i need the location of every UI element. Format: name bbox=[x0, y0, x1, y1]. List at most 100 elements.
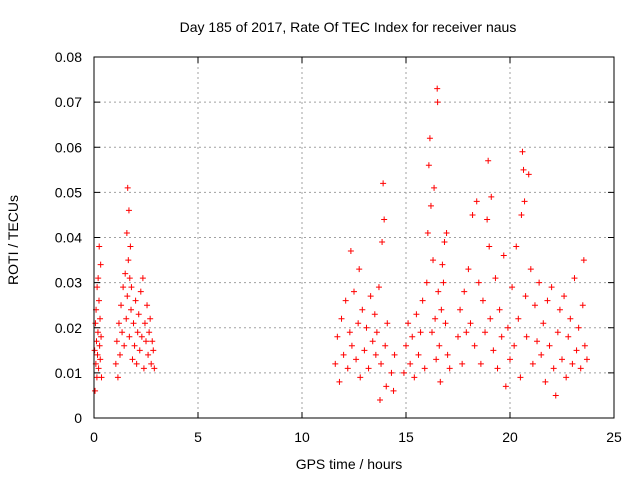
data-point bbox=[355, 320, 362, 327]
data-point bbox=[482, 329, 489, 336]
data-point bbox=[129, 356, 136, 363]
data-point bbox=[573, 347, 580, 354]
data-point bbox=[498, 333, 505, 340]
data-point bbox=[583, 356, 590, 363]
data-point bbox=[380, 180, 387, 187]
data-point bbox=[336, 378, 343, 385]
data-point bbox=[403, 342, 409, 349]
data-point bbox=[346, 329, 353, 336]
data-point bbox=[425, 162, 432, 169]
data-point bbox=[131, 342, 138, 349]
data-point bbox=[563, 374, 570, 381]
data-point bbox=[151, 365, 158, 372]
data-point bbox=[538, 351, 545, 358]
data-point bbox=[147, 315, 154, 322]
data-point bbox=[432, 315, 439, 322]
x-tick-label: 15 bbox=[398, 429, 414, 445]
data-point bbox=[140, 365, 147, 372]
data-point bbox=[567, 315, 574, 322]
data-point bbox=[559, 356, 565, 363]
data-point bbox=[117, 351, 123, 358]
data-point bbox=[123, 229, 130, 236]
data-point bbox=[494, 365, 501, 372]
data-point bbox=[119, 329, 126, 336]
data-point bbox=[500, 252, 507, 259]
data-point bbox=[96, 243, 103, 250]
x-tick-label: 5 bbox=[194, 429, 202, 445]
data-point bbox=[518, 211, 525, 218]
data-point bbox=[436, 342, 443, 349]
data-point bbox=[127, 243, 134, 250]
data-point bbox=[522, 293, 529, 300]
data-point bbox=[426, 135, 433, 142]
data-point bbox=[527, 266, 534, 273]
data-point bbox=[123, 315, 130, 322]
data-point bbox=[471, 342, 478, 349]
data-point bbox=[554, 329, 561, 336]
data-point bbox=[95, 365, 102, 372]
data-point bbox=[433, 356, 440, 363]
data-point bbox=[423, 279, 430, 286]
data-point bbox=[371, 311, 378, 318]
x-tick-label: 10 bbox=[294, 429, 310, 445]
data-point bbox=[463, 329, 470, 336]
data-point bbox=[128, 306, 135, 313]
data-point bbox=[431, 184, 438, 191]
data-point bbox=[388, 369, 395, 376]
data-point bbox=[461, 288, 468, 295]
data-point bbox=[347, 248, 354, 255]
data-point bbox=[439, 261, 446, 268]
data-point bbox=[477, 360, 484, 367]
x-axis: 0 5 10 15 20 25 bbox=[90, 57, 622, 445]
data-point bbox=[434, 85, 441, 92]
data-point bbox=[135, 311, 142, 318]
data-point bbox=[97, 356, 104, 363]
data-point bbox=[523, 333, 530, 340]
data-point bbox=[353, 356, 360, 363]
x-tick-label: 20 bbox=[502, 429, 518, 445]
data-point bbox=[473, 198, 480, 205]
y-tick-label: 0.04 bbox=[55, 230, 82, 246]
data-point bbox=[121, 342, 128, 349]
data-point bbox=[424, 229, 431, 236]
data-point bbox=[134, 329, 141, 336]
data-point bbox=[519, 148, 526, 155]
data-point bbox=[379, 239, 386, 246]
data-point bbox=[465, 266, 472, 273]
data-point bbox=[427, 202, 434, 209]
data-point bbox=[94, 351, 101, 358]
data-point bbox=[363, 324, 370, 331]
x-axis-label: GPS time / hours bbox=[296, 456, 403, 472]
data-point bbox=[417, 329, 424, 336]
data-point bbox=[444, 351, 451, 358]
data-point bbox=[359, 306, 366, 313]
data-point bbox=[400, 369, 407, 376]
data-point bbox=[98, 333, 105, 340]
data-point bbox=[148, 360, 155, 367]
data-point bbox=[484, 216, 491, 223]
data-point bbox=[442, 320, 449, 327]
data-point bbox=[542, 378, 549, 385]
data-point bbox=[581, 342, 588, 349]
data-point bbox=[525, 171, 532, 178]
data-point bbox=[375, 284, 382, 291]
data-point bbox=[125, 207, 132, 214]
data-point bbox=[536, 279, 543, 286]
data-point bbox=[552, 392, 559, 399]
data-point bbox=[132, 297, 139, 304]
data-point bbox=[92, 320, 99, 327]
data-point bbox=[571, 275, 578, 282]
y-axis: 0 0.01 0.02 0.03 0.04 0.05 0.06 0.07 0.08 bbox=[55, 49, 614, 426]
data-point bbox=[434, 99, 441, 106]
y-tick-label: 0.06 bbox=[55, 139, 82, 155]
data-point bbox=[383, 383, 390, 390]
data-point bbox=[390, 387, 397, 394]
data-point bbox=[95, 275, 102, 282]
data-point bbox=[97, 261, 104, 268]
data-point bbox=[529, 360, 536, 367]
data-point bbox=[561, 293, 568, 300]
data-point bbox=[365, 365, 372, 372]
data-point bbox=[139, 275, 146, 282]
data-point bbox=[534, 338, 541, 345]
data-point bbox=[443, 229, 450, 236]
